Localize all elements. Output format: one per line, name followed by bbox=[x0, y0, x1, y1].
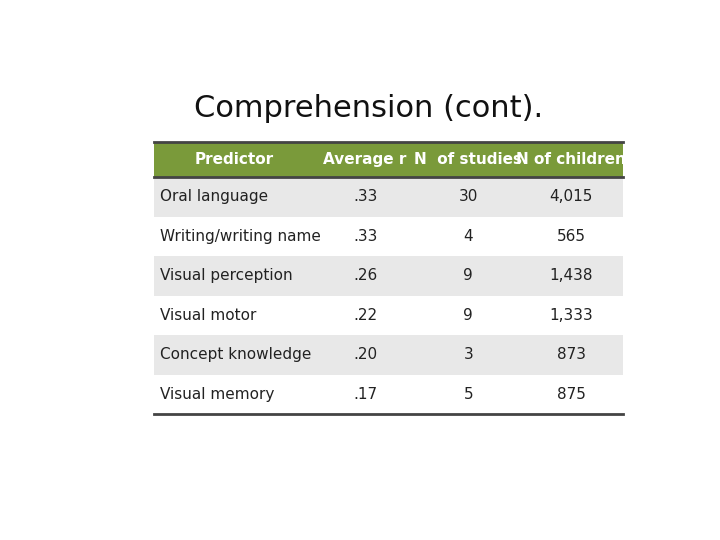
Text: 1,438: 1,438 bbox=[549, 268, 593, 284]
Text: Oral language: Oral language bbox=[160, 190, 268, 204]
Text: 9: 9 bbox=[464, 268, 473, 284]
Text: .33: .33 bbox=[353, 229, 377, 244]
Text: N  of studies: N of studies bbox=[414, 152, 522, 167]
Text: 5: 5 bbox=[464, 387, 473, 402]
Text: 1,333: 1,333 bbox=[549, 308, 593, 323]
Text: Concept knowledge: Concept knowledge bbox=[160, 347, 311, 362]
Text: .33: .33 bbox=[353, 190, 377, 204]
Text: N of children: N of children bbox=[516, 152, 626, 167]
Text: Average r: Average r bbox=[323, 152, 407, 167]
Text: 875: 875 bbox=[557, 387, 586, 402]
Text: .22: .22 bbox=[353, 308, 377, 323]
Text: Writing/writing name: Writing/writing name bbox=[160, 229, 320, 244]
FancyBboxPatch shape bbox=[154, 295, 623, 335]
Text: 4,015: 4,015 bbox=[549, 190, 593, 204]
FancyBboxPatch shape bbox=[154, 335, 623, 375]
Text: 3: 3 bbox=[464, 347, 473, 362]
FancyBboxPatch shape bbox=[154, 177, 623, 217]
Text: .20: .20 bbox=[353, 347, 377, 362]
Text: 873: 873 bbox=[557, 347, 586, 362]
Text: 30: 30 bbox=[459, 190, 478, 204]
FancyBboxPatch shape bbox=[154, 256, 623, 295]
Text: Predictor: Predictor bbox=[194, 152, 274, 167]
Text: 4: 4 bbox=[464, 229, 473, 244]
Text: Visual motor: Visual motor bbox=[160, 308, 256, 323]
Text: 565: 565 bbox=[557, 229, 586, 244]
Text: Comprehension (cont).: Comprehension (cont). bbox=[194, 94, 544, 123]
Text: Visual memory: Visual memory bbox=[160, 387, 274, 402]
Text: .26: .26 bbox=[353, 268, 377, 284]
FancyBboxPatch shape bbox=[154, 217, 623, 256]
Text: 9: 9 bbox=[464, 308, 473, 323]
Text: .17: .17 bbox=[353, 387, 377, 402]
Text: Visual perception: Visual perception bbox=[160, 268, 292, 284]
FancyBboxPatch shape bbox=[154, 141, 623, 177]
FancyBboxPatch shape bbox=[154, 375, 623, 414]
